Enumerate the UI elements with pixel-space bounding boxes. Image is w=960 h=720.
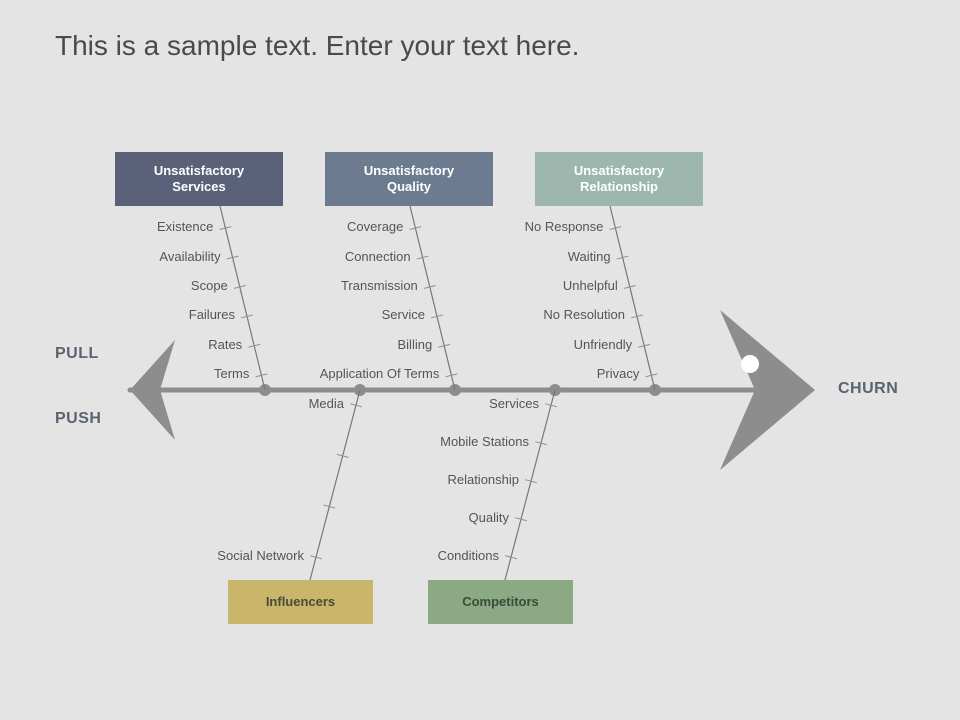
effect-label: CHURN <box>838 380 898 398</box>
cause-label: Existence <box>45 219 213 234</box>
cause-label: No Response <box>435 219 603 234</box>
fishbone-diagram: This is a sample text. Enter your text h… <box>0 0 960 720</box>
cause-label: Media <box>176 396 344 411</box>
cause-label: Unfriendly <box>464 337 632 352</box>
cause-label: Conditions <box>331 548 499 563</box>
cause-label: Scope <box>60 278 228 293</box>
cause-label: Quality <box>341 510 509 525</box>
cause-label: Unhelpful <box>450 278 618 293</box>
cause-label: Transmission <box>250 278 418 293</box>
cause-label: Privacy <box>471 366 639 381</box>
category-box-influencers: Influencers <box>228 580 373 624</box>
cause-label: Application Of Terms <box>271 366 439 381</box>
cause-label: No Resolution <box>457 307 625 322</box>
category-box-quality: UnsatisfactoryQuality <box>325 152 493 206</box>
cause-label: Social Network <box>136 548 304 563</box>
category-box-competitors: Competitors <box>428 580 573 624</box>
cause-label: Connection <box>243 249 411 264</box>
cause-label: Availability <box>53 249 221 264</box>
cause-label: Coverage <box>235 219 403 234</box>
cause-label: Service <box>257 307 425 322</box>
cause-label: Billing <box>264 337 432 352</box>
cause-label: Relationship <box>351 472 519 487</box>
cause-label: Services <box>371 396 539 411</box>
cause-label: Waiting <box>443 249 611 264</box>
cause-label: Failures <box>67 307 235 322</box>
cause-label: Rates <box>74 337 242 352</box>
push-label: PUSH <box>55 410 101 428</box>
cause-label: Mobile Stations <box>361 434 529 449</box>
category-box-services: UnsatisfactoryServices <box>115 152 283 206</box>
category-box-relationship: UnsatisfactoryRelationship <box>535 152 703 206</box>
cause-label: Terms <box>81 366 249 381</box>
